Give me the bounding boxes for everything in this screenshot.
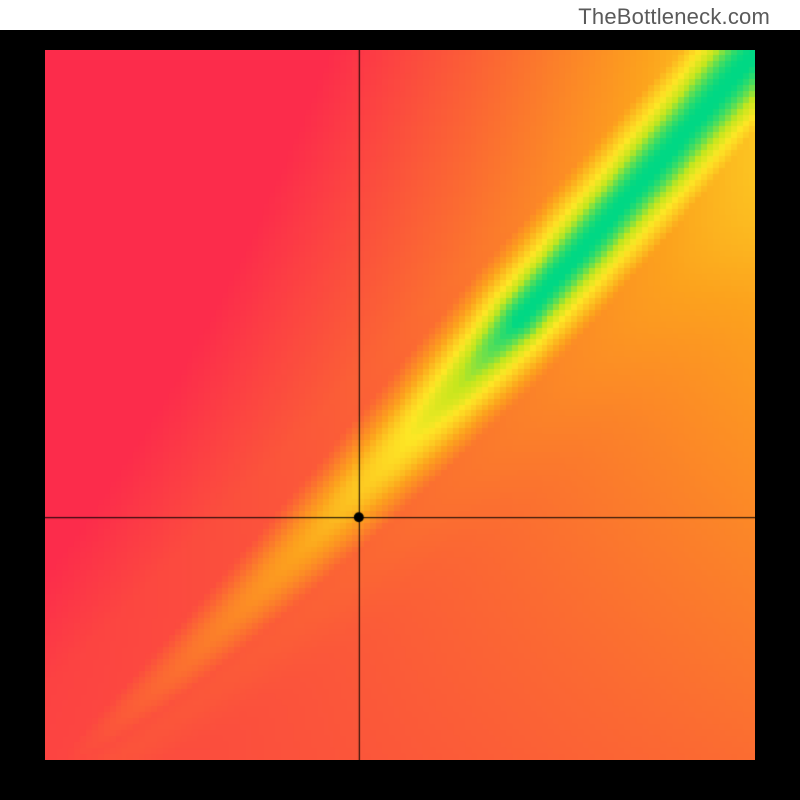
watermark-text: TheBottleneck.com — [578, 4, 770, 30]
plot-outer-frame — [0, 30, 800, 800]
bottleneck-heatmap — [45, 50, 755, 760]
